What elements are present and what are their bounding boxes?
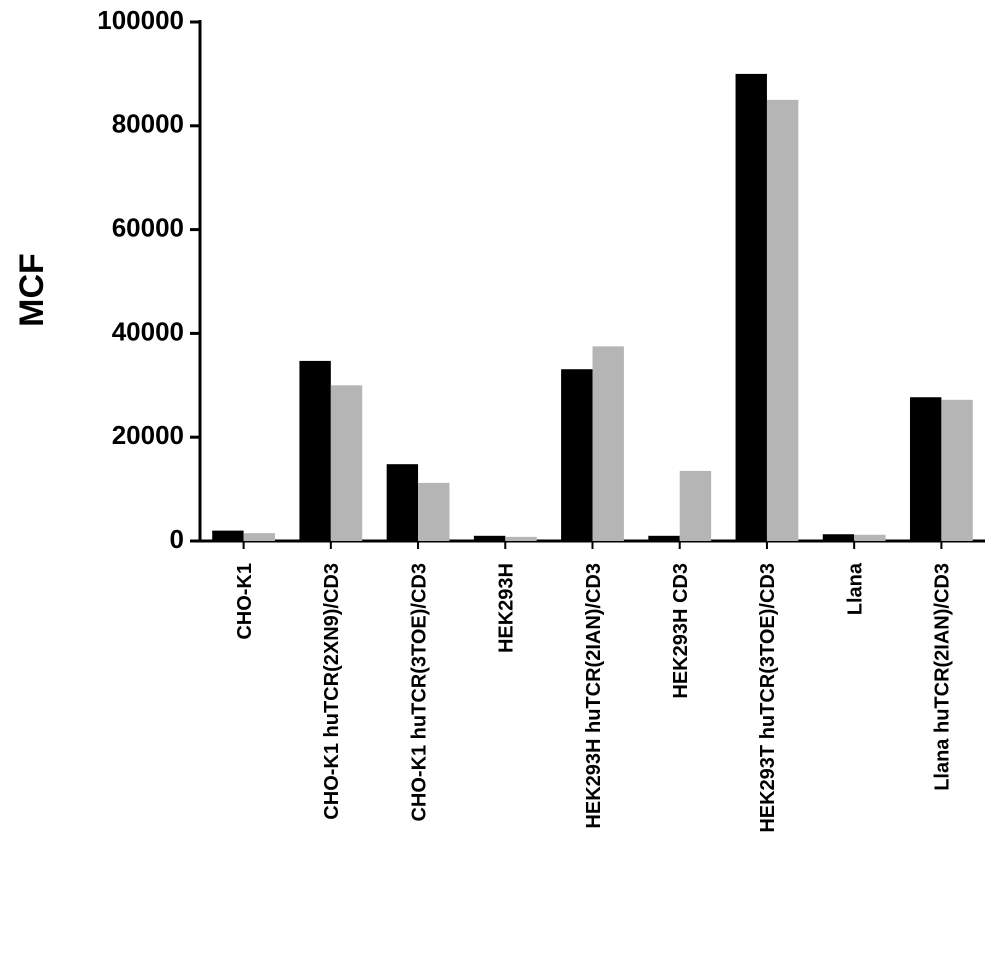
x-tick-label: HEK293T huTCR(3TOE)/CD3 [757, 563, 779, 833]
x-tick-label: Llana huTCR(2IAN)/CD3 [932, 563, 954, 791]
bar [299, 360, 331, 541]
x-tick-label: HEK293H [496, 563, 518, 653]
x-tick-label: CHO-K1 huTCR(2XN9)/CD3 [321, 563, 343, 820]
y-tick-label: 80000 [112, 109, 184, 139]
y-tick-label: 0 [170, 524, 184, 554]
bar [822, 534, 855, 541]
bar [330, 385, 363, 541]
x-tick-label: HEK293H huTCR(2IAN)/CD3 [583, 563, 605, 829]
y-tick-label: 20000 [112, 420, 184, 450]
bar [418, 482, 450, 541]
bar [735, 73, 767, 542]
y-tick-label: 40000 [112, 316, 184, 346]
bar [679, 470, 712, 541]
x-tick-label: CHO-K1 huTCR(3TOE)/CD3 [408, 563, 430, 822]
bar [473, 535, 506, 541]
y-tick-label: 100000 [97, 5, 184, 35]
x-tick-label: Llana [844, 562, 866, 615]
x-tick-label: HEK293H CD3 [670, 563, 692, 699]
bar [561, 369, 593, 541]
bar [212, 530, 244, 541]
bar [648, 535, 680, 541]
bar [386, 464, 419, 541]
bar [505, 536, 537, 541]
bar [766, 99, 799, 541]
x-tick-label: CHO-K1 [234, 563, 256, 640]
bar [909, 397, 942, 541]
bar [243, 533, 276, 541]
y-axis-label: MCF [13, 253, 51, 327]
bar [854, 534, 886, 541]
y-tick-label: 60000 [112, 212, 184, 242]
bar [941, 399, 973, 541]
bar [592, 346, 624, 541]
